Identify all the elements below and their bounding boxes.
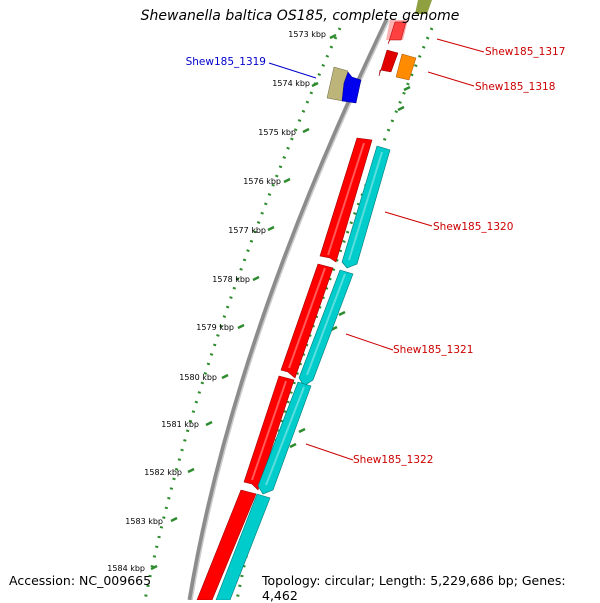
leader-1317 — [436, 38, 485, 53]
gene-shew185-1319-b — [341, 71, 362, 104]
leader-1320 — [384, 211, 433, 227]
gene-label-1320: Shew185_1320 — [433, 221, 513, 233]
topology-text: Topology: circular; Length: 5,229,686 bp… — [262, 573, 566, 603]
leader-1321 — [345, 333, 394, 351]
gene-shew185-1317-b — [378, 49, 399, 77]
gene-label-1322: Shew185_1322 — [353, 454, 433, 466]
kbp-label: 1577 kbp — [228, 226, 266, 235]
backbone-arc — [187, 18, 390, 600]
leader-1319 — [268, 62, 317, 79]
reverse-genes — [215, 145, 391, 600]
kbp-label: 1573 kbp — [288, 30, 326, 39]
kbp-label: 1576 kbp — [243, 177, 281, 186]
map-title: Shewanella baltica OS185, complete genom… — [140, 8, 460, 24]
gene-shew185-1320-rev — [341, 145, 391, 269]
gene-shew185-1320-fwd — [319, 137, 373, 263]
kbp-label: 1583 kbp — [125, 517, 163, 526]
backbone-arc-shade — [191, 19, 390, 600]
gene-highlights — [251, 142, 383, 486]
kbp-label: 1580 kbp — [179, 373, 217, 382]
kbp-label: 1578 kbp — [212, 275, 250, 284]
forward-genes — [196, 137, 373, 600]
kbp-label: 1575 kbp — [258, 128, 296, 137]
gene-label-1317: Shew185_1317 — [485, 46, 565, 58]
gene-shew185-1322-fwd — [243, 375, 295, 491]
gene-shew185-1322-rev — [257, 381, 312, 495]
gene-olive-block — [415, 0, 432, 14]
kbp-label: 1584 kbp — [107, 564, 145, 573]
gene-labels: Shew185_1317 Shew185_1318 Shew185_1319 S… — [186, 46, 566, 466]
gene-reverse-bottom — [215, 493, 271, 600]
kbp-label: 1581 kbp — [161, 420, 199, 429]
outer-tick-marks — [150, 33, 337, 571]
kbp-label: 1574 kbp — [272, 79, 310, 88]
kbp-labels: 1573 kbp 1574 kbp 1575 kbp 1576 kbp 1577… — [107, 30, 326, 573]
gene-shew185-1318 — [395, 53, 417, 81]
gene-label-1319: Shew185_1319 — [186, 56, 266, 68]
gene-forward-bottom — [196, 489, 257, 600]
leader-1318 — [427, 71, 475, 87]
gene-label-1318: Shew185_1318 — [475, 81, 555, 93]
kbp-label: 1582 kbp — [144, 468, 182, 477]
kbp-label: 1579 kbp — [196, 323, 234, 332]
leader-1322 — [305, 443, 354, 461]
gene-shew185-1321-rev — [298, 269, 354, 387]
accession-text: Accession: NC_009665 — [9, 573, 152, 588]
gene-shew185-1321-fwd — [280, 263, 334, 379]
label-leader-lines — [268, 38, 485, 461]
gene-label-1321: Shew185_1321 — [393, 344, 473, 356]
outer-dotted-ruler — [143, 27, 342, 600]
gene-shew185-1317 — [387, 21, 407, 45]
